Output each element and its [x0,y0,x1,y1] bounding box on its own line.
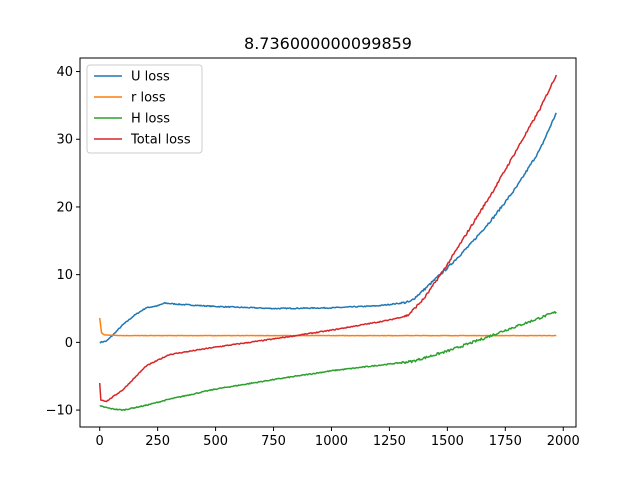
series-line-4 [98,74,558,403]
x-tick-label: 1000 [315,434,348,449]
x-tick-label: 500 [203,434,228,449]
x-tick-label: 750 [261,434,286,449]
series-line-2 [98,317,557,337]
chart-title: 8.736000000099859 [244,34,412,53]
y-tick-label: −10 [46,404,73,419]
legend-label: r loss [131,91,166,106]
x-tick-label: 1500 [431,434,464,449]
y-tick-label: 40 [56,65,73,80]
y-axis: −10 0 10 20 30 40 [46,65,80,419]
plot-frame [79,57,577,428]
series-line-1 [99,112,557,344]
legend-label: H loss [131,112,170,127]
y-tick-label: 20 [56,200,73,215]
legend-box [86,64,203,154]
x-tick-label: 1250 [373,434,406,449]
legend-label: U loss [131,70,170,85]
x-tick-label: 250 [145,434,170,449]
x-axis: 0 250 500 750 1000 1250 1500 1750 2000 [96,427,580,449]
series-line-3 [99,310,557,412]
legend-label: Total loss [130,133,191,148]
x-tick-label: 1750 [489,434,522,449]
legend: U loss r loss H loss Total loss [86,64,203,154]
y-tick-label: 30 [56,133,73,148]
y-tick-label: 0 [65,336,73,351]
plot-lines [98,74,558,412]
y-tick-label: 10 [56,268,73,283]
x-tick-label: 2000 [547,434,580,449]
x-tick-label: 0 [96,434,104,449]
